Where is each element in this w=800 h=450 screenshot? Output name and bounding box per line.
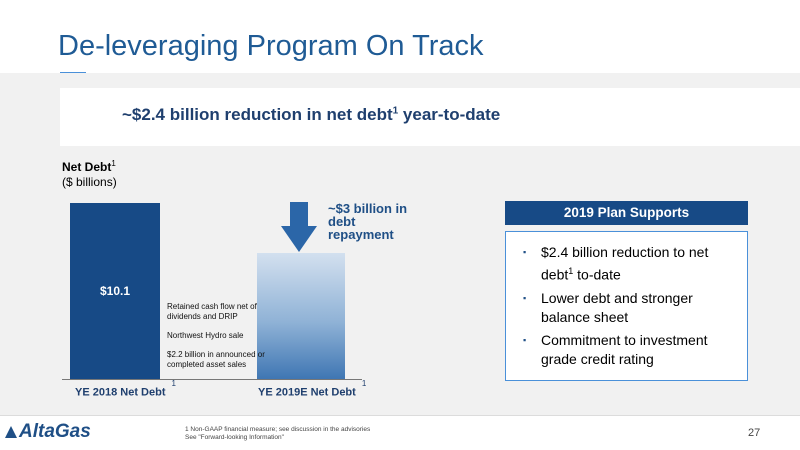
chart-axis-units: ($ billions) <box>62 175 117 189</box>
logo-mark-icon <box>5 426 17 438</box>
debt-repayment-annotation: ~$3 billion in debt repayment <box>328 201 408 242</box>
bridge-note-cash-flow: Retained cash flow net of dividends and … <box>167 302 257 321</box>
footnote: 1 Non-GAAP financial measure; see discus… <box>185 426 370 442</box>
footnote-line-2: See "Forward-looking Information" <box>185 434 284 441</box>
plan-item-text: Commitment to investment grade credit ra… <box>541 331 708 367</box>
plan-item-tail: to-date <box>573 266 621 283</box>
bar-ye2018-value: $10.1 <box>99 284 131 298</box>
xlabel-ye2019e-text: YE 2019E Net Debt <box>258 386 356 399</box>
plan-list: ▪ $2.4 billion reduction to net debt1 to-… <box>523 243 738 373</box>
footnote-line-1: 1 Non-GAAP financial measure; see discus… <box>185 426 371 433</box>
bullet-icon: ▪ <box>523 247 527 257</box>
xlabel-ye2018: YE 2018 Net Debt 1 <box>75 379 176 399</box>
plan-item-text: Lower debt and stronger balance sheet <box>541 289 693 325</box>
plan-item: ▪ Commitment to investment grade credit r… <box>523 331 738 369</box>
bullet-icon: ▪ <box>523 292 527 303</box>
headline-tail: year-to-date <box>398 105 501 124</box>
down-arrow-icon <box>281 202 317 252</box>
bridge-note-hydro: Northwest Hydro sale <box>167 331 244 340</box>
plan-item-text: $2.4 billion reduction to net debt <box>541 244 709 283</box>
bridge-note-asset-sales: $2.2 billion in announced or completed a… <box>167 350 265 369</box>
logo-text: AltaGas <box>19 421 91 442</box>
xlabel-ye2018-text: YE 2018 Net Debt <box>75 386 166 399</box>
chart-axis-footnote-ref: 1 <box>111 159 116 168</box>
headline-box <box>60 88 800 146</box>
xlabel-ye2018-footnote-ref: 1 <box>171 379 176 388</box>
company-logo: AltaGas <box>5 421 91 443</box>
plan-header: 2019 Plan Supports <box>505 201 748 225</box>
bullet-icon: ▪ <box>523 334 527 345</box>
bridge-notes: Retained cash flow net of dividends and … <box>167 302 267 379</box>
bar-ye2019e <box>257 253 345 379</box>
plan-box <box>505 231 748 381</box>
page-title: De-leveraging Program On Track <box>58 30 484 62</box>
plan-item: ▪ $2.4 billion reduction to net debt1 to-… <box>523 243 738 285</box>
headline-main: ~$2.4 billion reduction in net debt <box>122 105 393 124</box>
bar-ye2018 <box>70 203 160 379</box>
chart-axis-label: Net Debt1 ($ billions) <box>62 156 117 190</box>
headline: ~$2.4 billion reduction in net debt1 yea… <box>122 105 500 125</box>
headline-footnote-ref: 1 <box>392 105 399 117</box>
xlabel-ye2019e-footnote-ref: 1 <box>361 379 367 388</box>
page-number: 27 <box>748 427 761 439</box>
plan-item-footnote-ref: 1 <box>568 266 574 276</box>
xlabel-ye2019e: YE 2019E Net Debt 1 <box>258 379 366 399</box>
chart-baseline <box>62 379 362 380</box>
chart-axis-title: Net Debt <box>62 160 112 174</box>
footer-divider <box>0 415 800 416</box>
plan-item: ▪ Lower debt and stronger balance sheet <box>523 289 738 327</box>
